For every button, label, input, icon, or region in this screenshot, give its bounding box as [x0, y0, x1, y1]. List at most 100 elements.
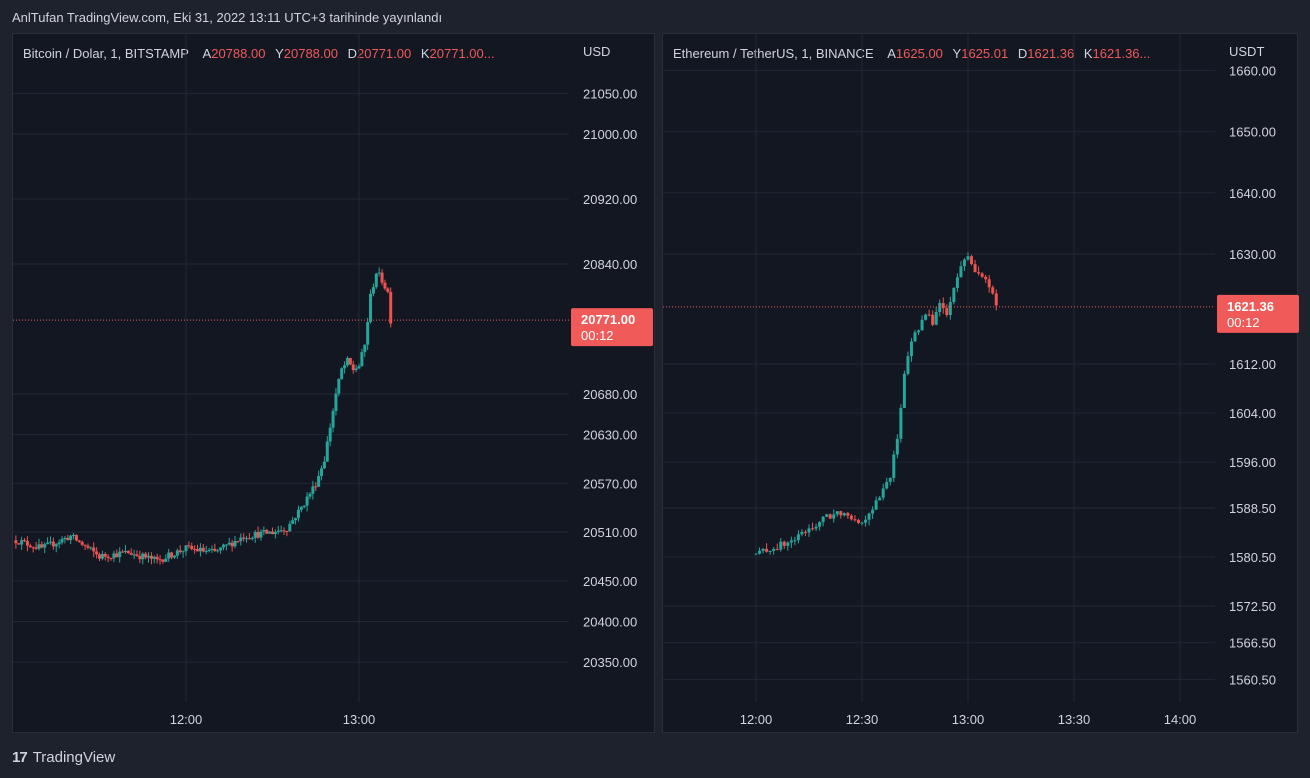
candle-body [906, 356, 910, 374]
page-title: AnlTufan TradingView.com, Eki 31, 2022 1… [12, 10, 443, 25]
candle-body [54, 544, 58, 547]
y-tick-label: 1596.00 [1229, 455, 1276, 470]
candle-body [337, 379, 341, 394]
candle-body [796, 534, 800, 541]
candle-body [172, 555, 176, 558]
candle-body [23, 540, 27, 542]
candle-body [77, 540, 81, 542]
candle-body [966, 256, 970, 260]
candle-body [994, 293, 998, 306]
candle-body [325, 441, 329, 462]
candle-body [250, 537, 254, 539]
ohlc-low-label: D [1017, 46, 1028, 61]
candle-body [219, 547, 223, 551]
candle-body [167, 552, 171, 559]
candle-body [178, 550, 182, 553]
candle-body [216, 550, 220, 552]
candle-body [871, 509, 875, 514]
candle-body [72, 534, 76, 536]
chart-panel-eth[interactable]: Ethereum / TetherUS, 1, BINANCE A1625.00… [662, 33, 1299, 734]
x-tick-label: 12:30 [846, 712, 879, 727]
x-tick-label: 14:00 [1164, 712, 1197, 727]
x-tick-label: 13:30 [1058, 712, 1091, 727]
candle-body [955, 277, 959, 288]
candle-body [296, 509, 300, 519]
candle-body [14, 540, 18, 544]
candle-body [786, 542, 790, 546]
ohlc-close-value: 20771.00... [429, 46, 495, 61]
brand-name: TradingView [32, 749, 116, 766]
candle-body [66, 537, 70, 541]
candle-body [354, 368, 358, 371]
candle-body [74, 534, 78, 541]
candle-body [320, 468, 324, 476]
candle-body [100, 553, 104, 559]
chart-canvas-btc[interactable]: 21050.00 21000.00 20920.00 20840.00 20680.00… [13, 34, 656, 734]
candle-body [371, 287, 375, 294]
candle-body [106, 556, 110, 558]
candle-body [51, 541, 55, 547]
ohlc-low-value: 1621.36 [1027, 46, 1075, 61]
candle-body [807, 528, 811, 533]
candle-body [977, 272, 981, 274]
candle-body [314, 486, 318, 488]
candle-body [247, 538, 251, 540]
y-tick-label: 1650.00 [1229, 125, 1276, 140]
candle-body [268, 531, 272, 534]
currency-label: USDT [1229, 44, 1264, 59]
candle-body [242, 537, 246, 539]
y-tick-label: 1588.50 [1229, 501, 1276, 516]
candle-body [828, 514, 832, 519]
candle-body [302, 505, 306, 508]
candle-body [377, 272, 381, 274]
candle-body [846, 513, 850, 516]
candle-body [970, 256, 974, 265]
candle-body [772, 548, 776, 551]
candle-body [187, 545, 191, 547]
candle-body [115, 553, 119, 558]
candle-body [273, 531, 277, 535]
candle-body [768, 550, 772, 552]
candle-body [138, 556, 142, 560]
candle-body [374, 273, 378, 288]
candle-body [959, 266, 963, 278]
candle-body [369, 293, 373, 323]
ohlc-close-label: K [420, 46, 430, 61]
candle-body [69, 535, 73, 541]
countdown-timer: 00:12 [1227, 315, 1260, 330]
symbol-label[interactable]: Bitcoin / Dolar, 1, BITSTAMP [23, 46, 189, 61]
candle-body [856, 519, 860, 523]
candle-body [265, 529, 269, 534]
candle-body [825, 514, 829, 517]
candle-body [892, 454, 896, 478]
candle-body [803, 531, 807, 533]
candle-body [334, 393, 338, 411]
candle-body [230, 542, 234, 547]
candle-body [924, 314, 928, 320]
chart-legend-eth: Ethereum / TetherUS, 1, BINANCE A1625.00… [673, 46, 1150, 61]
candle-body [765, 548, 769, 552]
candle-body [913, 332, 917, 342]
candle-body [340, 368, 344, 380]
last-price-value: 1621.36 [1227, 299, 1274, 314]
candle-body [818, 522, 822, 527]
y-tick-label: 1580.50 [1229, 550, 1276, 565]
badge-bg [1217, 294, 1299, 333]
candle-body [383, 282, 387, 289]
symbol-label[interactable]: Ethereum / TetherUS, 1, BINANCE [673, 46, 874, 61]
candle-body [853, 519, 857, 521]
candle-body [842, 513, 846, 516]
candle-body [121, 551, 125, 553]
chart-panel-btc[interactable]: Bitcoin / Dolar, 1, BITSTAMP A20788.00 Y… [12, 33, 655, 733]
tradingview-logo-icon: 17 [12, 749, 28, 766]
candle-body [909, 341, 913, 357]
candle-body [357, 366, 361, 369]
chart-canvas-eth[interactable]: 1660.00 1650.00 1640.00 1630.00 1612.00 1604.… [663, 34, 1299, 734]
y-tick-label: 1604.00 [1229, 406, 1276, 421]
candle-body [308, 493, 312, 497]
candle-body [291, 520, 295, 524]
x-tick-label: 12:00 [740, 712, 773, 727]
candle-body [31, 547, 35, 549]
ohlc-open-value: 1625.00 [895, 46, 943, 61]
